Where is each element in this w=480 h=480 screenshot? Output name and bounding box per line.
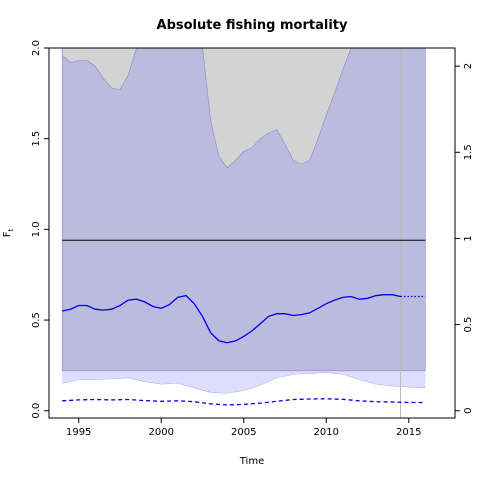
right-tick-label: 0.5 [463,317,474,333]
right-tick-label: 2 [463,63,474,69]
left-tick-label: 0.5 [31,312,42,328]
x-tick-label: 1995 [66,427,91,438]
plot-frame [48,47,456,419]
right-tick-label: 1.5 [463,144,474,160]
left-tick-label: 1.0 [31,221,42,237]
x-tick-label: 2010 [314,427,339,438]
upper-gray-region [61,48,352,169]
plot-area [61,48,426,418]
lower-ci-band [62,370,426,394]
x-tick-label: 2000 [149,427,174,438]
axes: 1995 2000 2005 2010 2015 0.0 0.5 1.0 1.5 2.0 0 0.5 1… [31,40,474,438]
x-tick-label: 2015 [396,427,421,438]
right-tick-label: 0 [463,408,474,414]
x-axis-title: Time [239,456,264,467]
x-tick-label: 2005 [231,427,256,438]
y-axis-title: Ft [2,228,15,237]
y-axis-title-subscript: t [7,228,15,231]
below-band-area [62,372,426,418]
left-tick-label: 0.0 [31,403,42,419]
series-line-dashed-2 [62,398,426,406]
chart-title: Absolute fishing mortality [157,18,348,33]
left-tick-label: 2.0 [31,40,42,56]
y-axis-title-main: F [2,231,13,237]
series-line-solid-0 [62,294,401,344]
left-tick-label: 1.5 [31,131,42,147]
right-tick-label: 1 [463,235,474,241]
